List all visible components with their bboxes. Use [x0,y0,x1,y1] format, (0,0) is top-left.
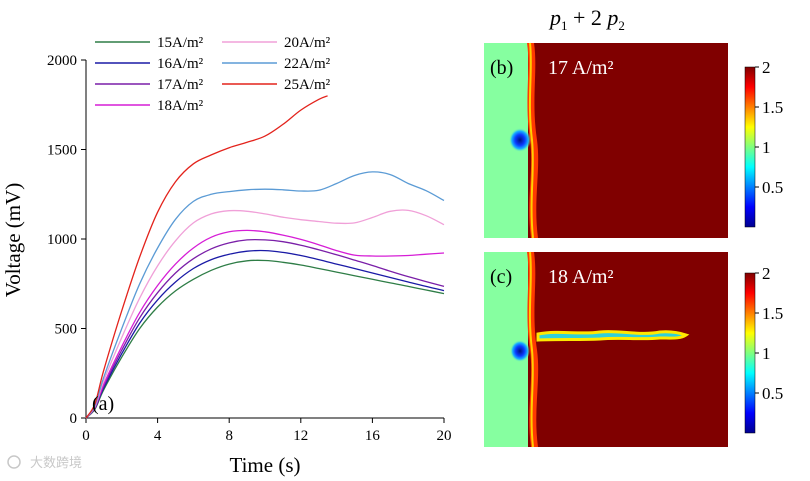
colorbar-c-ticks: 2 1.5 1 0.5 [755,264,783,403]
x-tick-label: 20 [437,428,452,444]
heatmap-c-current: 18 A/m² [548,266,613,288]
legend-label: 25A/m² [284,77,331,93]
x-tick-label: 0 [82,428,90,444]
heatmap-c-interface-edge [528,251,534,448]
x-ticks: 0 4 8 12 16 20 [82,418,452,444]
series-line-3 [85,229,445,419]
title-p2: p [605,5,618,30]
x-tick-label: 16 [365,428,381,444]
y-tick-label: 0 [70,411,78,427]
colorbar-b-tick: 1 [762,138,771,157]
watermark-logo-icon [7,455,21,469]
colorbar-b-tick: 2 [762,58,771,77]
colorbar-b [744,66,756,228]
x-tick-label: 12 [293,428,308,444]
heatmap-b: (b) 17 A/m² 2 1.5 1 0.5 [484,42,783,239]
y-gridless-axis [85,60,444,419]
legend-label: 18A/m² [157,98,204,114]
legend-label: 17A/m² [157,77,204,93]
x-tick-label: 8 [225,428,233,444]
colorbar-b-tick: 0.5 [762,178,783,197]
series-lines [85,95,445,419]
colorbar-c-tick: 1 [762,344,771,363]
colorbar-c-tick: 2 [762,264,771,283]
heatmap-b-current: 17 A/m² [548,57,613,79]
figure-title: p1 + 2 p2 [548,5,625,33]
legend-label: 16A/m² [157,56,204,72]
title-sub2: 2 [618,18,625,33]
watermark: 大数跨境 [7,455,82,470]
svg-text:p1 + 2 p2: p1 + 2 p2 [548,5,625,33]
panel-label-a: (a) [92,393,114,415]
voltage-chart: 0 4 8 12 16 20 0 500 1000 1500 2000 Time (s) Volt… [1,35,452,477]
colorbar-c [744,272,756,434]
y-tick-label: 500 [55,322,78,338]
y-tick-label: 1500 [47,143,77,159]
legend: 15A/m² 16A/m² 17A/m² 18A/m² 20A/m² 22A/m² 25A/… [95,35,331,114]
y-axis-label: Voltage (mV) [1,183,25,298]
y-ticks: 0 500 1000 1500 2000 [47,53,86,427]
heatmap-b-blue-spot [509,128,531,152]
panel-label-b: (b) [490,57,513,79]
legend-label: 20A/m² [284,35,331,51]
x-tick-label: 4 [154,428,162,444]
series-line-6 [85,95,328,419]
y-tick-label: 1000 [47,232,77,248]
y-tick-label: 2000 [47,53,77,69]
title-operator: + 2 [568,5,608,30]
heatmap-c-blue-spot [510,340,530,362]
title-p1: p [548,5,561,30]
series-line-4 [85,209,445,419]
colorbar-c-tick: 0.5 [762,384,783,403]
heatmap-c: (c) 18 A/m² 2 1.5 1 0.5 [484,251,783,448]
series-line-0 [85,259,445,419]
legend-label: 15A/m² [157,35,204,51]
colorbar-b-ticks: 2 1.5 1 0.5 [755,58,783,197]
legend-label: 22A/m² [284,56,331,72]
colorbar-b-tick: 1.5 [762,98,783,117]
heatmap-b-interface-edge [528,42,534,239]
x-axis-label: Time (s) [230,453,301,477]
series-line-5 [85,171,445,419]
panel-label-c: (c) [490,266,512,288]
heatmap-c-channel [536,330,690,342]
watermark-text: 大数跨境 [30,455,82,470]
title-sub1: 1 [561,18,568,33]
series-line-1 [85,249,445,419]
colorbar-c-tick: 1.5 [762,304,783,323]
series-line-2 [85,238,445,419]
